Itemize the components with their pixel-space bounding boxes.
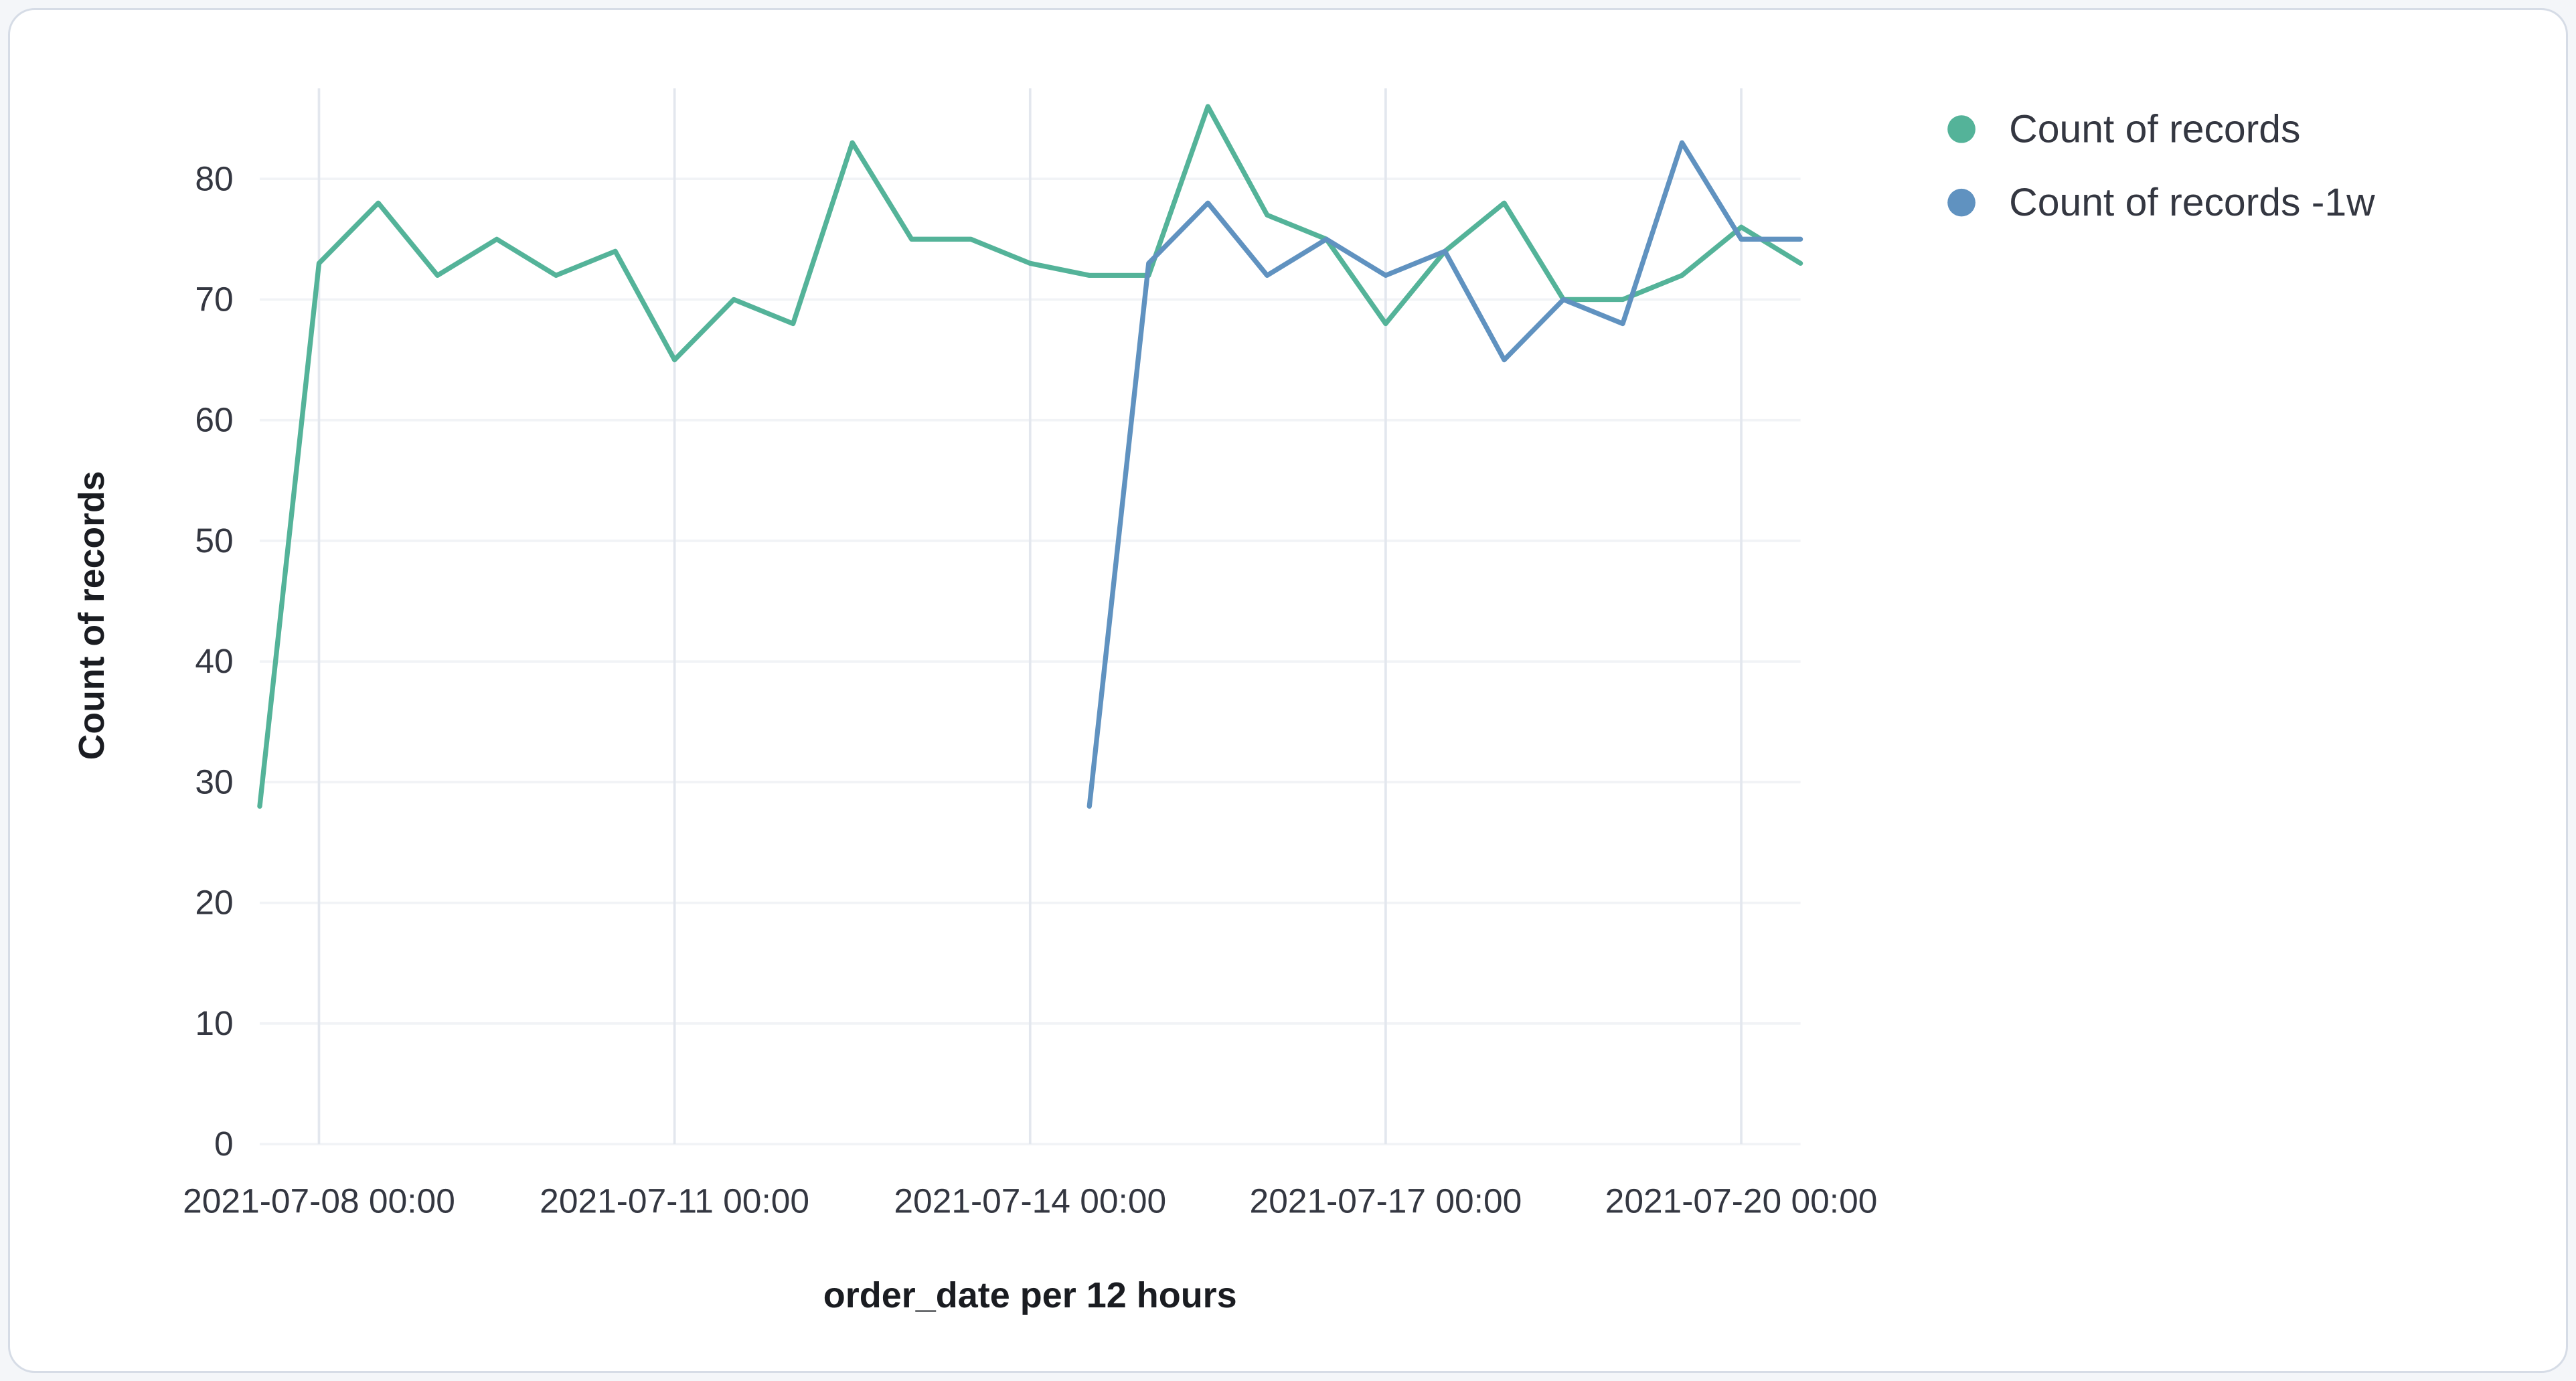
legend-dot-blue-icon — [1947, 188, 1976, 217]
x-axis-title: order_date per 12 hours — [823, 1275, 1237, 1315]
y-tick-label: 0 — [214, 1125, 234, 1163]
series-layer — [257, 104, 1803, 809]
x-tick-label: 2021-07-17 00:00 — [1250, 1182, 1522, 1220]
line-chart: 0 10 20 30 40 50 60 70 80 2021-07-08 00:00 2021-07… — [72, 88, 2375, 1315]
y-tick-label: 50 — [195, 521, 233, 560]
legend: Count of records Count of records -1w — [1947, 108, 2375, 224]
legend-label-count-of-records: Count of records — [2009, 108, 2300, 151]
series-line — [257, 104, 1803, 809]
x-tick-label: 2021-07-08 00:00 — [183, 1182, 455, 1220]
legend-label-count-of-records-1w: Count of records -1w — [2009, 181, 2375, 224]
legend-item-count-of-records-1w[interactable]: Count of records -1w — [1947, 181, 2375, 224]
y-tick-label: 70 — [195, 280, 233, 319]
y-axis-title: Count of records — [72, 471, 112, 760]
y-tick-label: 40 — [195, 642, 233, 680]
y-tick-label: 60 — [195, 401, 233, 439]
legend-item-count-of-records[interactable]: Count of records — [1947, 108, 2300, 151]
y-tick-label: 10 — [195, 1004, 233, 1042]
y-tick-label: 80 — [195, 159, 233, 197]
y-tick-label: 30 — [195, 763, 233, 801]
tick-layer: 0 10 20 30 40 50 60 70 80 2021-07-08 00:00 2021-07… — [183, 159, 1877, 1220]
grid-layer — [259, 88, 1801, 1145]
legend-dot-green-icon — [1947, 115, 1976, 143]
x-tick-label: 2021-07-11 00:00 — [540, 1182, 809, 1220]
series-line — [1086, 140, 1803, 809]
x-tick-label: 2021-07-20 00:00 — [1605, 1182, 1878, 1220]
chart-panel: 0 10 20 30 40 50 60 70 80 2021-07-08 00:00 2021-07… — [8, 8, 2568, 1373]
x-tick-label: 2021-07-14 00:00 — [894, 1182, 1166, 1220]
y-tick-label: 20 — [195, 884, 233, 922]
